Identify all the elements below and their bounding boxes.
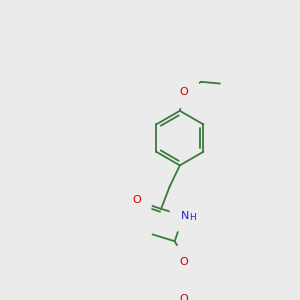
Text: H: H — [189, 213, 196, 222]
Text: O: O — [179, 257, 188, 267]
Text: O: O — [180, 87, 188, 97]
Text: O: O — [179, 294, 188, 300]
Text: O: O — [132, 195, 141, 205]
Text: N: N — [181, 211, 189, 221]
